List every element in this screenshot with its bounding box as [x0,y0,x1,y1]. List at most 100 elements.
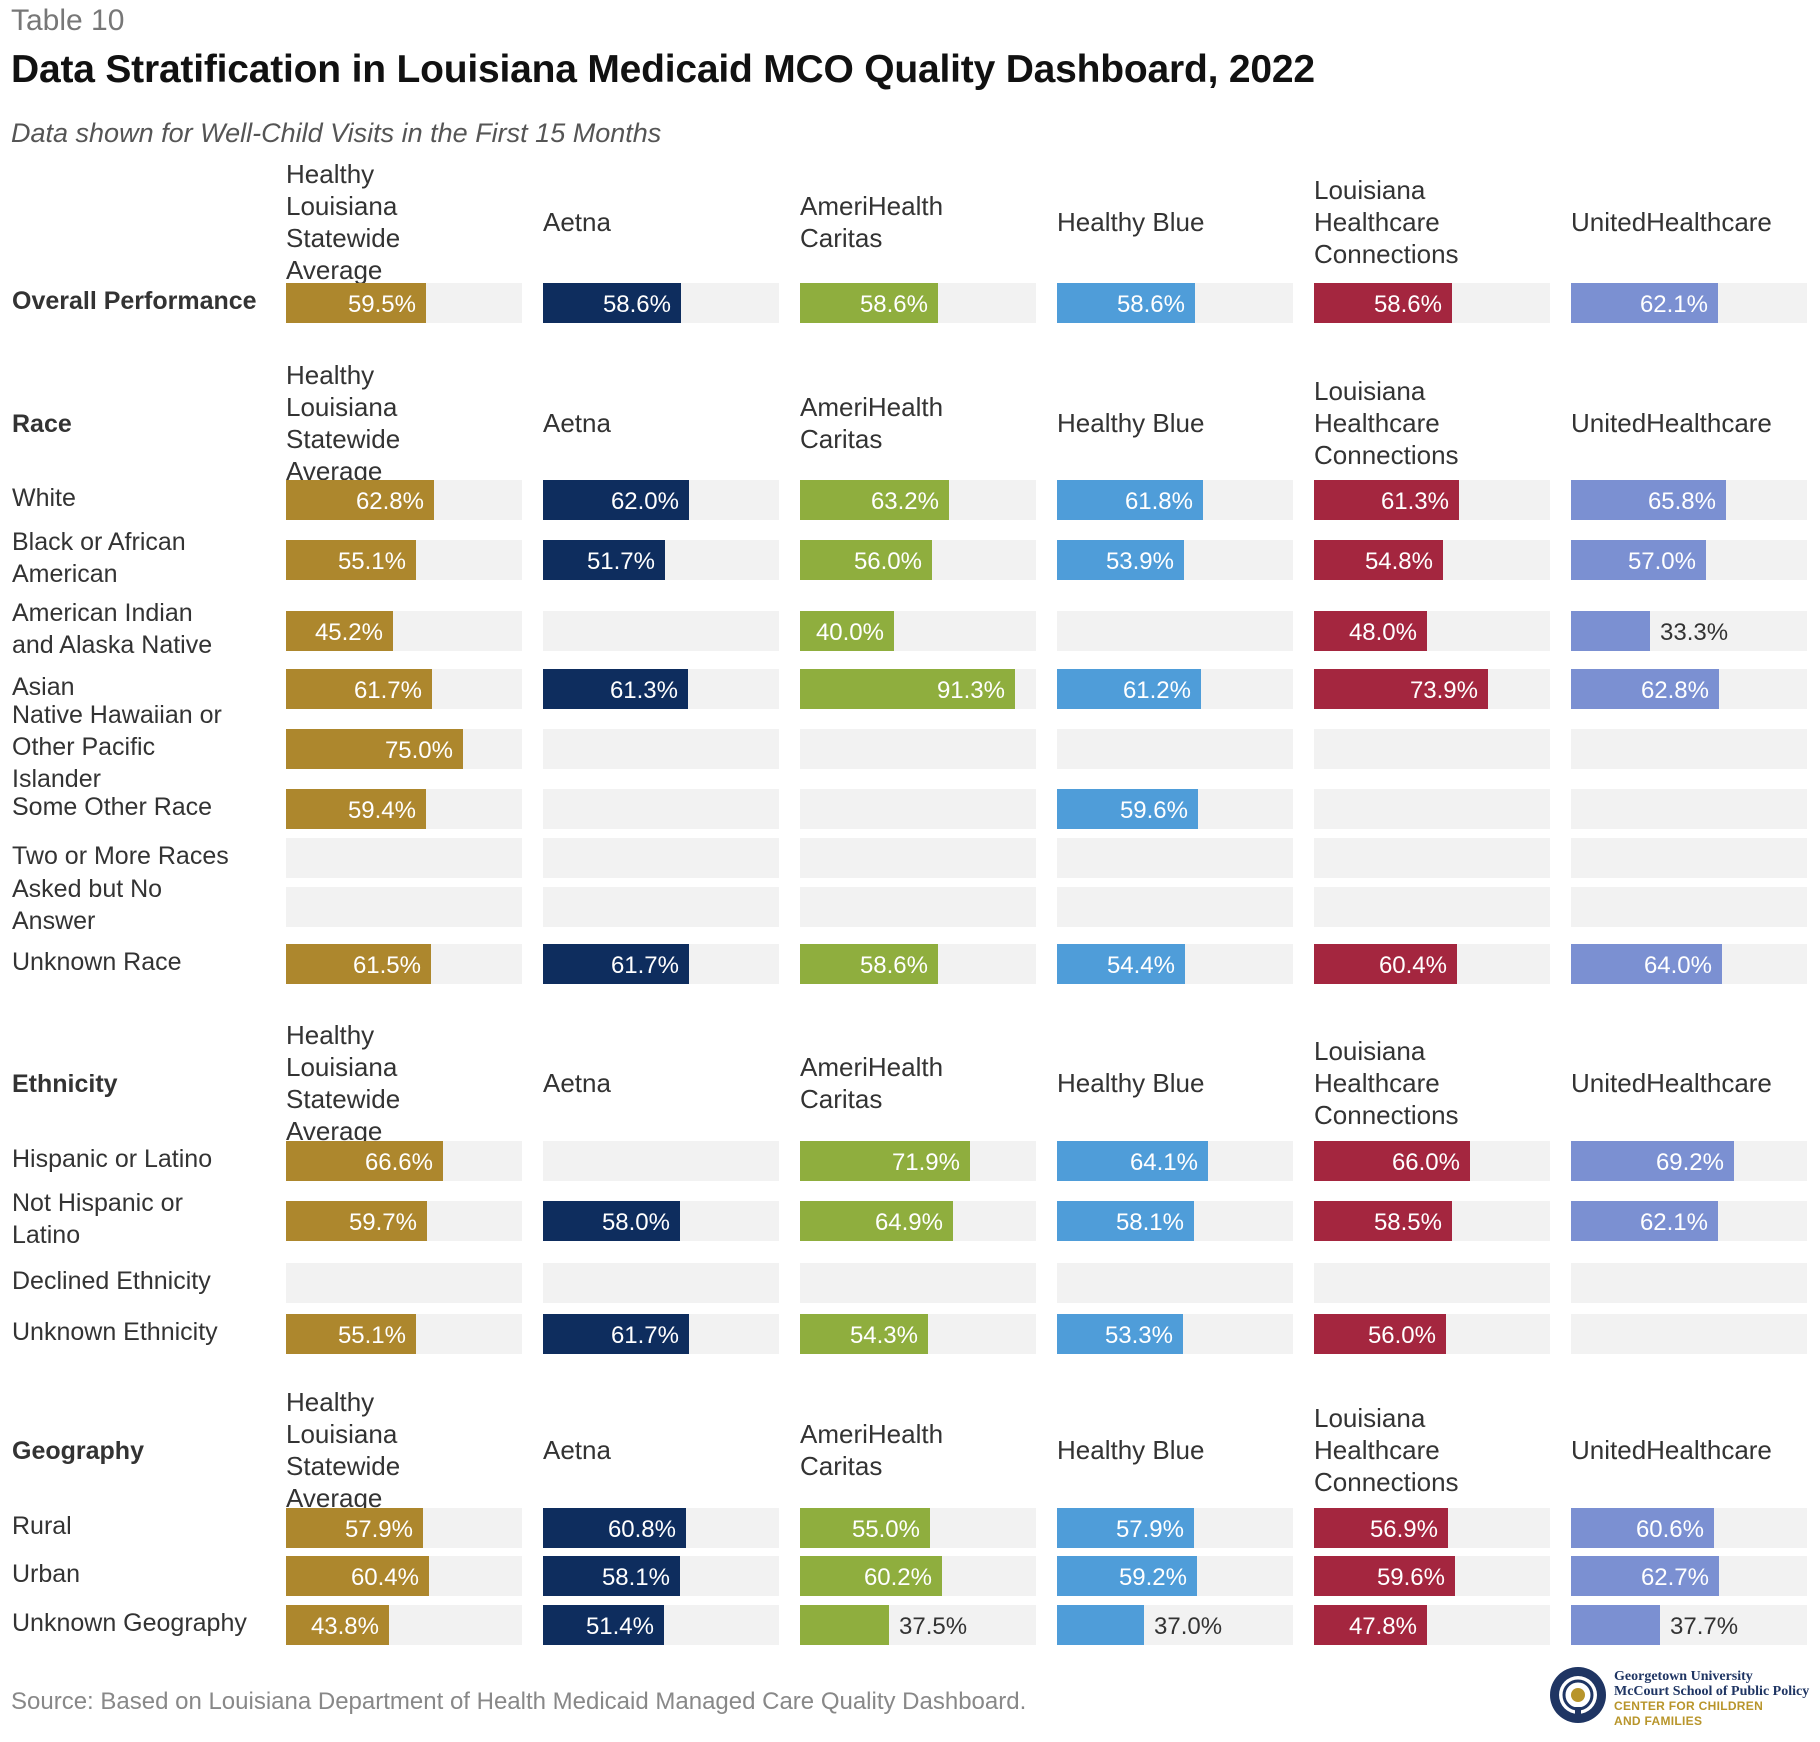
white-label: White [12,484,76,512]
value-label-healthy-louisiana-statewide-average-native-hawaiian-or-other-pacific-islander: 75.0% [385,737,453,764]
value-label-unitedhealthcare-hispanic-or-latino: 69.2% [1656,1149,1724,1176]
american-indian-and-alaska-native-label: American Indian [12,599,193,627]
column-header-aetna-ethnicity: Aetna [543,1068,611,1098]
bar-amerihealth-caritas-unknown-ethnicity [800,1314,928,1354]
two-or-more-races-label: Two or More Races [12,842,229,870]
column-header-louisiana-healthcare-connections-geography: Healthcare [1314,1435,1440,1465]
value-label-unitedhealthcare-urban: 62.7% [1641,1564,1709,1591]
bar-aetna-unknown-ethnicity [543,1314,689,1354]
bar-healthy-louisiana-statewide-average-unknown-geography [286,1605,389,1645]
value-label-aetna-not-hispanic-or-latino: 58.0% [602,1209,670,1236]
column-header-amerihealth-caritas-ethnicity: AmeriHealth [800,1052,943,1082]
american-indian-and-alaska-native-label: and Alaska Native [12,631,212,659]
table-label: Table 10 [11,4,125,37]
asked-but-no-answer-label: Asked but No [12,875,162,903]
column-header-healthy-blue-overall-performance: Healthy Blue [1057,207,1204,237]
section-title-geography: Geography [12,1437,144,1465]
bar-track-louisiana-healthcare-connections-asked-but-no-answer [1314,887,1550,927]
value-label-healthy-louisiana-statewide-average-asian: 61.7% [354,677,422,704]
column-header-louisiana-healthcare-connections-race: Connections [1314,440,1459,470]
column-header-unitedhealthcare-overall-performance: UnitedHealthcare [1571,207,1772,237]
value-label-healthy-blue-overall-performance: 58.6% [1117,291,1185,318]
value-label-louisiana-healthcare-connections-overall-performance: 58.6% [1374,291,1442,318]
value-label-amerihealth-caritas-not-hispanic-or-latino: 64.9% [875,1209,943,1236]
bar-healthy-louisiana-statewide-average-urban [286,1556,429,1596]
value-label-aetna-rural: 60.8% [608,1516,676,1543]
bar-track-unitedhealthcare-unknown-ethnicity [1571,1314,1807,1354]
column-header-healthy-louisiana-statewide-average-race: Statewide [286,424,400,454]
bar-healthy-blue-unknown-ethnicity [1057,1314,1183,1354]
bar-track-unitedhealthcare-two-or-more-races [1571,838,1807,878]
value-label-aetna-unknown-geography: 51.4% [586,1613,654,1640]
bar-track-amerihealth-caritas-declined-ethnicity [800,1263,1036,1303]
bar-louisiana-healthcare-connections-asian [1314,669,1488,709]
value-label-amerihealth-caritas-hispanic-or-latino: 71.9% [892,1149,960,1176]
bar-healthy-louisiana-statewide-average-white [286,480,434,520]
bar-track-healthy-blue-declined-ethnicity [1057,1263,1293,1303]
logo-line-2: McCourt School of Public Policy [1614,1684,1810,1699]
bar-aetna-unknown-race [543,944,689,984]
not-hispanic-or-latino-label: Not Hispanic or [12,1189,183,1217]
value-label-aetna-white: 62.0% [611,488,679,515]
chart-title: Data Stratification in Louisiana Medicai… [11,48,1315,91]
column-header-healthy-louisiana-statewide-average-geography: Statewide [286,1451,400,1481]
value-label-louisiana-healthcare-connections-unknown-geography: 47.8% [1349,1613,1417,1640]
bar-amerihealth-caritas-rural [800,1508,930,1548]
value-label-unitedhealthcare-unknown-geography: 37.7% [1670,1613,1738,1640]
bar-healthy-louisiana-statewide-average-black-or-african-american [286,540,416,580]
column-header-healthy-louisiana-statewide-average-ethnicity: Healthy [286,1020,374,1050]
bar-aetna-urban [543,1556,680,1596]
bar-healthy-blue-hispanic-or-latino [1057,1141,1208,1181]
bar-amerihealth-caritas-american-indian-and-alaska-native [800,611,894,651]
value-label-aetna-asian: 61.3% [610,677,678,704]
column-header-healthy-louisiana-statewide-average-overall-performance: Statewide [286,223,400,253]
value-label-healthy-louisiana-statewide-average-black-or-african-american: 55.1% [338,548,406,575]
value-label-louisiana-healthcare-connections-unknown-race: 60.4% [1379,952,1447,979]
native-hawaiian-or-other-pacific-islander-label: Islander [12,765,101,793]
value-label-healthy-louisiana-statewide-average-not-hispanic-or-latino: 59.7% [349,1209,417,1236]
bar-louisiana-healthcare-connections-urban [1314,1556,1455,1596]
bar-louisiana-healthcare-connections-unknown-ethnicity [1314,1314,1446,1354]
value-label-louisiana-healthcare-connections-hispanic-or-latino: 66.0% [1392,1149,1460,1176]
bar-amerihealth-caritas-overall-performance [800,283,938,323]
column-header-louisiana-healthcare-connections-race: Louisiana [1314,376,1426,406]
section-title-ethnicity: Ethnicity [12,1070,118,1098]
logo-line-1: Georgetown University [1614,1669,1753,1684]
bar-louisiana-healthcare-connections-american-indian-and-alaska-native [1314,611,1427,651]
value-label-healthy-louisiana-statewide-average-white: 62.8% [356,488,424,515]
column-header-healthy-louisiana-statewide-average-overall-performance: Average [286,255,382,285]
value-label-louisiana-healthcare-connections-not-hispanic-or-latino: 58.5% [1374,1209,1442,1236]
value-label-unitedhealthcare-unknown-race: 64.0% [1644,952,1712,979]
some-other-race-label: Some Other Race [12,793,212,821]
bar-aetna-white [543,480,689,520]
value-label-aetna-unknown-race: 61.7% [611,952,679,979]
bar-track-unitedhealthcare-declined-ethnicity [1571,1263,1807,1303]
column-header-healthy-louisiana-statewide-average-overall-performance: Louisiana [286,191,398,221]
column-header-healthy-blue-race: Healthy Blue [1057,408,1204,438]
column-header-aetna-race: Aetna [543,408,611,438]
bar-track-unitedhealthcare-asked-but-no-answer [1571,887,1807,927]
column-header-healthy-louisiana-statewide-average-ethnicity: Louisiana [286,1052,398,1082]
column-header-louisiana-healthcare-connections-overall-performance: Connections [1314,239,1459,269]
value-label-healthy-blue-unknown-ethnicity: 53.3% [1105,1322,1173,1349]
value-label-healthy-louisiana-statewide-average-unknown-race: 61.5% [353,952,421,979]
value-label-healthy-blue-some-other-race: 59.6% [1120,797,1188,824]
bar-healthy-louisiana-statewide-average-rural [286,1508,423,1548]
bar-track-aetna-native-hawaiian-or-other-pacific-islander [543,729,779,769]
bar-louisiana-healthcare-connections-hispanic-or-latino [1314,1141,1470,1181]
value-label-amerihealth-caritas-white: 63.2% [871,488,939,515]
bar-healthy-louisiana-statewide-average-unknown-ethnicity [286,1314,416,1354]
unknown-ethnicity-label: Unknown Ethnicity [12,1318,218,1346]
column-header-aetna-geography: Aetna [543,1435,611,1465]
column-header-louisiana-healthcare-connections-ethnicity: Louisiana [1314,1036,1426,1066]
bar-amerihealth-caritas-urban [800,1556,942,1596]
bar-healthy-louisiana-statewide-average-unknown-race [286,944,431,984]
column-header-louisiana-healthcare-connections-geography: Connections [1314,1467,1459,1497]
bar-track-louisiana-healthcare-connections-declined-ethnicity [1314,1263,1550,1303]
value-label-unitedhealthcare-american-indian-and-alaska-native: 33.3% [1660,619,1728,646]
bar-track-healthy-blue-asked-but-no-answer [1057,887,1293,927]
bar-track-unitedhealthcare-some-other-race [1571,789,1807,829]
value-label-healthy-blue-asian: 61.2% [1123,677,1191,704]
value-label-healthy-blue-not-hispanic-or-latino: 58.1% [1116,1209,1184,1236]
value-label-healthy-blue-unknown-race: 54.4% [1107,952,1175,979]
